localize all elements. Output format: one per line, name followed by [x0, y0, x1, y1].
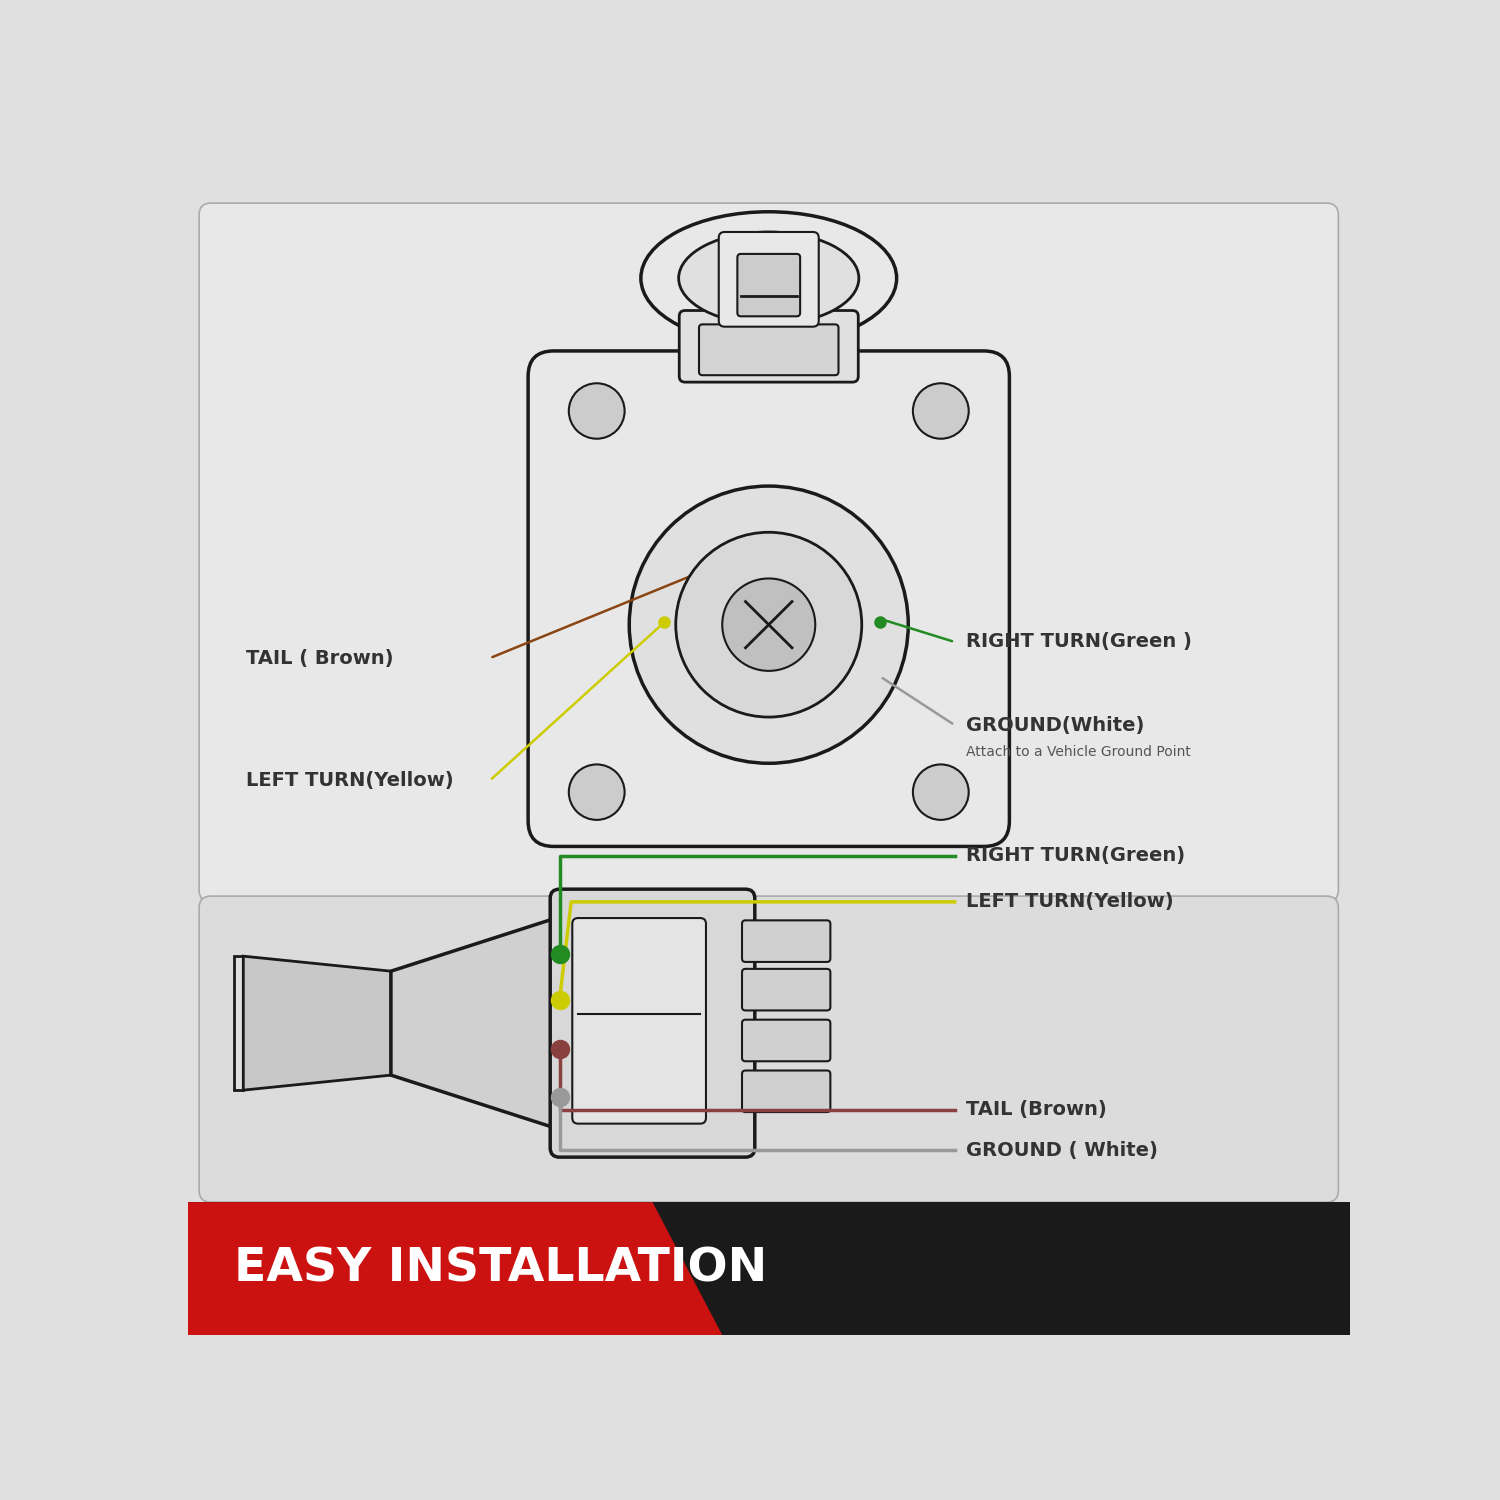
Polygon shape	[243, 956, 392, 1090]
Text: TAIL ( Brown): TAIL ( Brown)	[246, 648, 393, 668]
Polygon shape	[188, 1202, 723, 1335]
Ellipse shape	[640, 211, 897, 345]
FancyBboxPatch shape	[849, 590, 883, 663]
Text: RIGHT TURN(Green): RIGHT TURN(Green)	[966, 846, 1185, 865]
FancyBboxPatch shape	[573, 918, 706, 1124]
FancyBboxPatch shape	[742, 921, 831, 962]
Text: GROUND(White): GROUND(White)	[966, 716, 1144, 735]
Polygon shape	[234, 956, 243, 1090]
FancyBboxPatch shape	[742, 969, 831, 1011]
FancyBboxPatch shape	[777, 543, 862, 621]
FancyBboxPatch shape	[200, 202, 1338, 902]
Text: LEFT TURN(Yellow): LEFT TURN(Yellow)	[246, 771, 453, 790]
FancyBboxPatch shape	[680, 310, 858, 382]
FancyBboxPatch shape	[550, 890, 754, 1156]
Polygon shape	[392, 916, 560, 1130]
Bar	[188, 1202, 1350, 1335]
Text: LEFT TURN(Yellow): LEFT TURN(Yellow)	[966, 892, 1174, 912]
Circle shape	[568, 765, 624, 820]
FancyBboxPatch shape	[656, 543, 748, 627]
Circle shape	[723, 579, 816, 670]
FancyBboxPatch shape	[646, 590, 681, 663]
Ellipse shape	[678, 232, 859, 324]
Text: Attach to a Vehicle Ground Point: Attach to a Vehicle Ground Point	[966, 744, 1191, 759]
Circle shape	[914, 765, 969, 820]
FancyBboxPatch shape	[200, 896, 1338, 1202]
FancyBboxPatch shape	[742, 1071, 831, 1112]
FancyBboxPatch shape	[699, 324, 838, 375]
Text: RIGHT TURN(Green ): RIGHT TURN(Green )	[966, 633, 1192, 651]
Circle shape	[568, 384, 624, 438]
FancyBboxPatch shape	[742, 1020, 831, 1062]
FancyBboxPatch shape	[738, 254, 800, 316]
FancyBboxPatch shape	[718, 232, 819, 327]
Text: EASY INSTALLATION: EASY INSTALLATION	[234, 1246, 766, 1292]
Circle shape	[630, 486, 908, 764]
Text: TAIL (Brown): TAIL (Brown)	[966, 1101, 1107, 1119]
Circle shape	[914, 384, 969, 438]
Text: GROUND ( White): GROUND ( White)	[966, 1140, 1158, 1160]
FancyBboxPatch shape	[528, 351, 1010, 846]
Circle shape	[675, 532, 861, 717]
FancyBboxPatch shape	[676, 660, 765, 729]
